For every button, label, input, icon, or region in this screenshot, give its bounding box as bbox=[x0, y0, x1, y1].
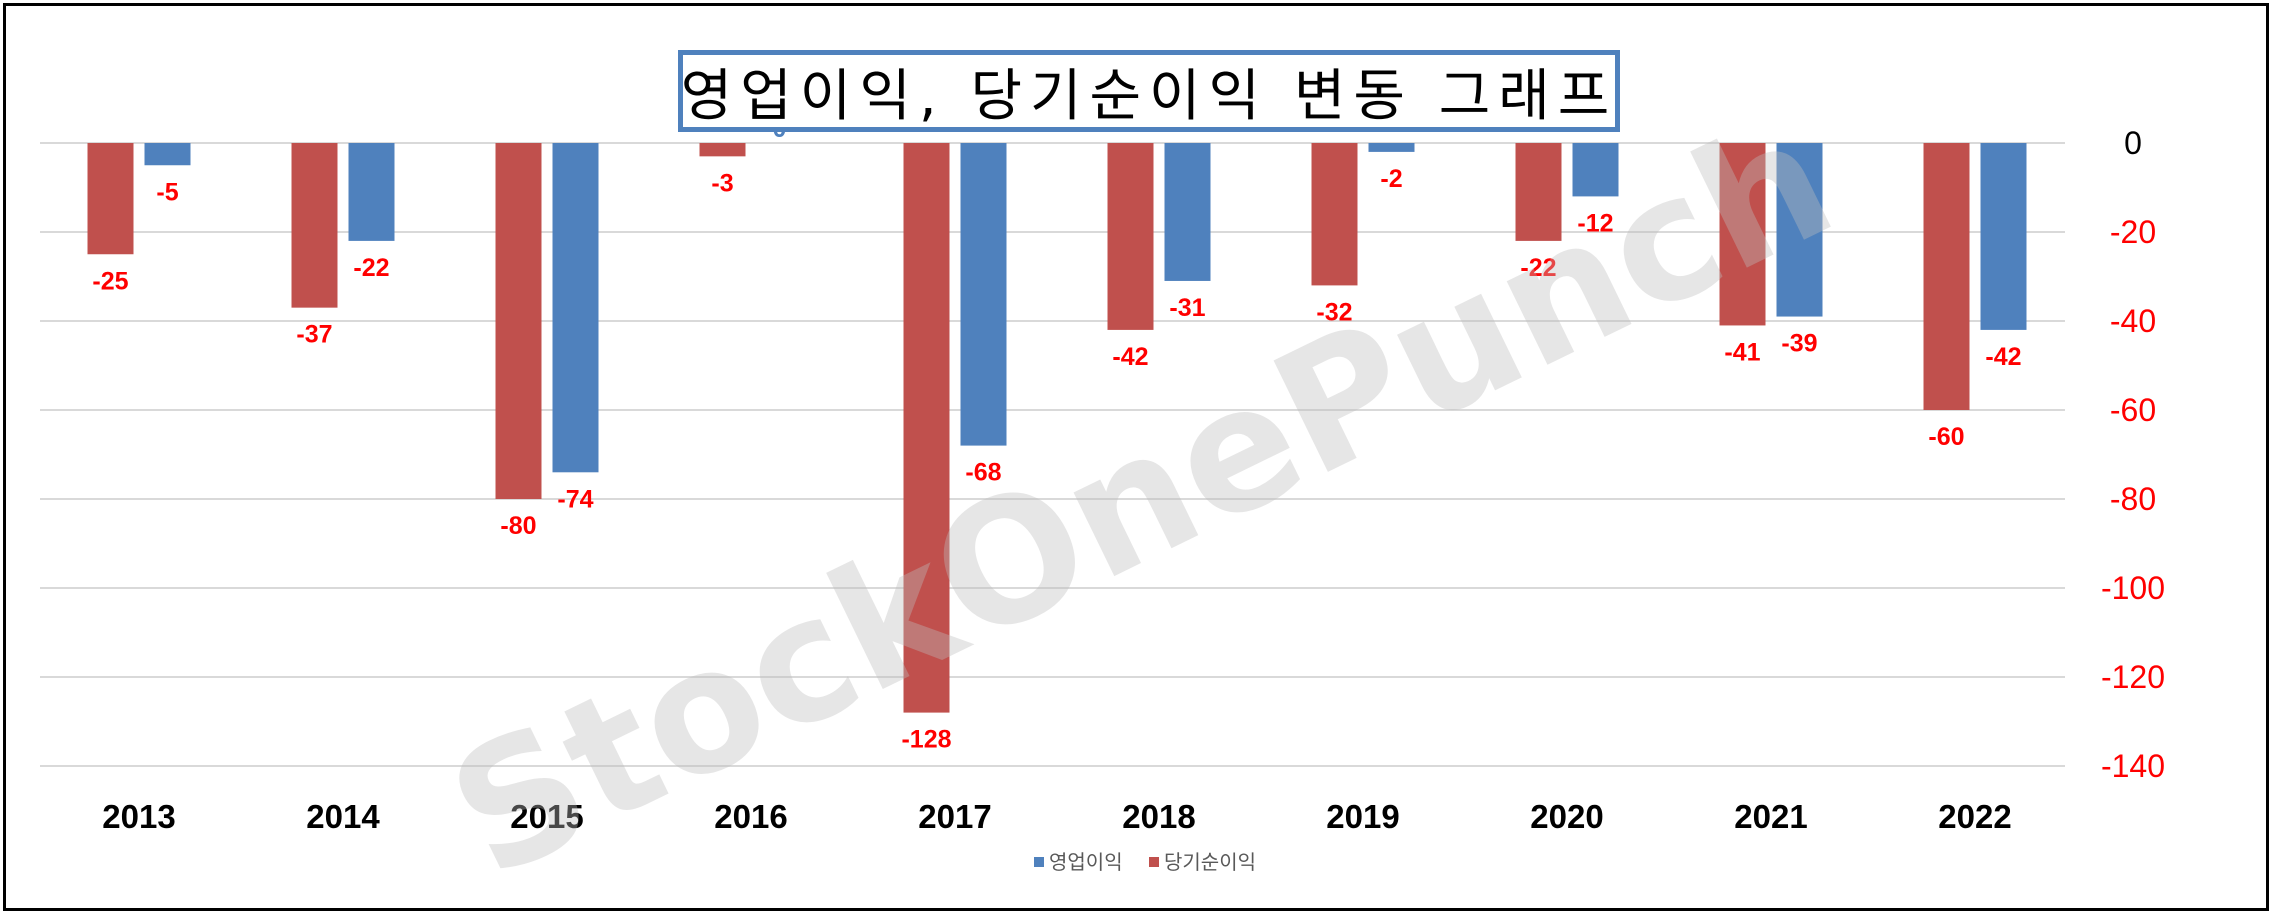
net-income-bar bbox=[495, 143, 542, 499]
y-tick-label: -120 bbox=[2101, 659, 2165, 695]
operating-income-data-label: -2 bbox=[1380, 165, 1402, 193]
net-income-bar bbox=[903, 143, 950, 713]
x-axis-ticks: 2013 2014 2015 2016 2017 2018 2019 2020 2021 2022 bbox=[102, 798, 2011, 835]
y-tick-label: -80 bbox=[2110, 481, 2156, 517]
operating-income-bar bbox=[1980, 143, 2027, 330]
legend-label: 당기순이익 bbox=[1164, 850, 1256, 874]
operating-income-bar bbox=[348, 143, 395, 241]
bars bbox=[87, 143, 2027, 713]
net-income-data-label: -3 bbox=[711, 169, 733, 197]
chart-frame bbox=[3, 3, 2269, 911]
net-income-data-label: -37 bbox=[296, 321, 332, 349]
operating-income-bar bbox=[1164, 143, 1211, 281]
net-income-data-label: -32 bbox=[1316, 298, 1352, 326]
operating-income-data-label: -68 bbox=[965, 459, 1001, 487]
operating-income-bar bbox=[1776, 143, 1823, 317]
operating-income-bar bbox=[552, 143, 599, 473]
y-tick-label: -100 bbox=[2101, 570, 2165, 606]
x-tick-label: 2021 bbox=[1734, 798, 1807, 835]
net-income-bar bbox=[699, 143, 746, 157]
net-income-data-label: -128 bbox=[901, 726, 951, 754]
legend: 영업이익 당기순이익 bbox=[1034, 850, 1256, 874]
net-income-data-label: -22 bbox=[1520, 254, 1556, 282]
y-tick-label: -20 bbox=[2110, 214, 2156, 250]
net-income-data-label: -41 bbox=[1724, 338, 1760, 366]
operating-income-bar bbox=[1572, 143, 1619, 197]
x-tick-label: 2022 bbox=[1938, 798, 2011, 835]
legend-swatch bbox=[1034, 857, 1044, 867]
net-income-bar bbox=[1923, 143, 1970, 410]
net-income-data-label: -42 bbox=[1112, 343, 1148, 371]
x-tick-label: 2017 bbox=[918, 798, 991, 835]
net-income-bar bbox=[291, 143, 338, 308]
x-tick-label: 2019 bbox=[1326, 798, 1399, 835]
data-labels: -25-5-37-22-80-74-30-128-68-42-31-32-2-2… bbox=[92, 115, 2021, 754]
net-income-bar bbox=[1311, 143, 1358, 286]
operating-income-data-label: -22 bbox=[353, 254, 389, 282]
operating-income-data-label: -39 bbox=[1781, 330, 1817, 358]
chart-title: 영업이익, 당기순이익 변동 그래프 bbox=[678, 50, 1620, 132]
x-tick-label: 2016 bbox=[714, 798, 787, 835]
y-tick-label: -140 bbox=[2101, 748, 2165, 784]
net-income-data-label: -60 bbox=[1928, 423, 1964, 451]
legend-label: 영업이익 bbox=[1049, 850, 1123, 874]
net-income-bar bbox=[1515, 143, 1562, 241]
net-income-data-label: -25 bbox=[92, 267, 128, 295]
operating-income-data-label: -31 bbox=[1169, 294, 1205, 322]
y-tick-label: -60 bbox=[2110, 392, 2156, 428]
operating-income-data-label: -74 bbox=[557, 485, 593, 513]
net-income-data-label: -80 bbox=[500, 512, 536, 540]
x-tick-label: 2018 bbox=[1122, 798, 1195, 835]
y-tick-label: 0 bbox=[2124, 125, 2142, 161]
net-income-bar bbox=[1719, 143, 1766, 326]
x-tick-label: 2020 bbox=[1530, 798, 1603, 835]
net-income-bar bbox=[87, 143, 134, 255]
y-axis-ticks: 0 -20 -40 -60 -80 -100 -120 -140 bbox=[2101, 125, 2165, 784]
operating-income-data-label: -42 bbox=[1985, 343, 2021, 371]
operating-income-bar bbox=[1368, 143, 1415, 152]
legend-swatch bbox=[1149, 857, 1159, 867]
x-tick-label: 2013 bbox=[102, 798, 175, 835]
operating-income-data-label: -5 bbox=[156, 178, 178, 206]
operating-income-bar bbox=[960, 143, 1007, 446]
operating-income-data-label: -12 bbox=[1577, 209, 1613, 237]
operating-income-bar bbox=[144, 143, 191, 166]
net-income-bar bbox=[1107, 143, 1154, 330]
x-tick-label: 2014 bbox=[306, 798, 380, 835]
y-tick-label: -40 bbox=[2110, 303, 2156, 339]
x-tick-label: 2015 bbox=[510, 798, 583, 835]
